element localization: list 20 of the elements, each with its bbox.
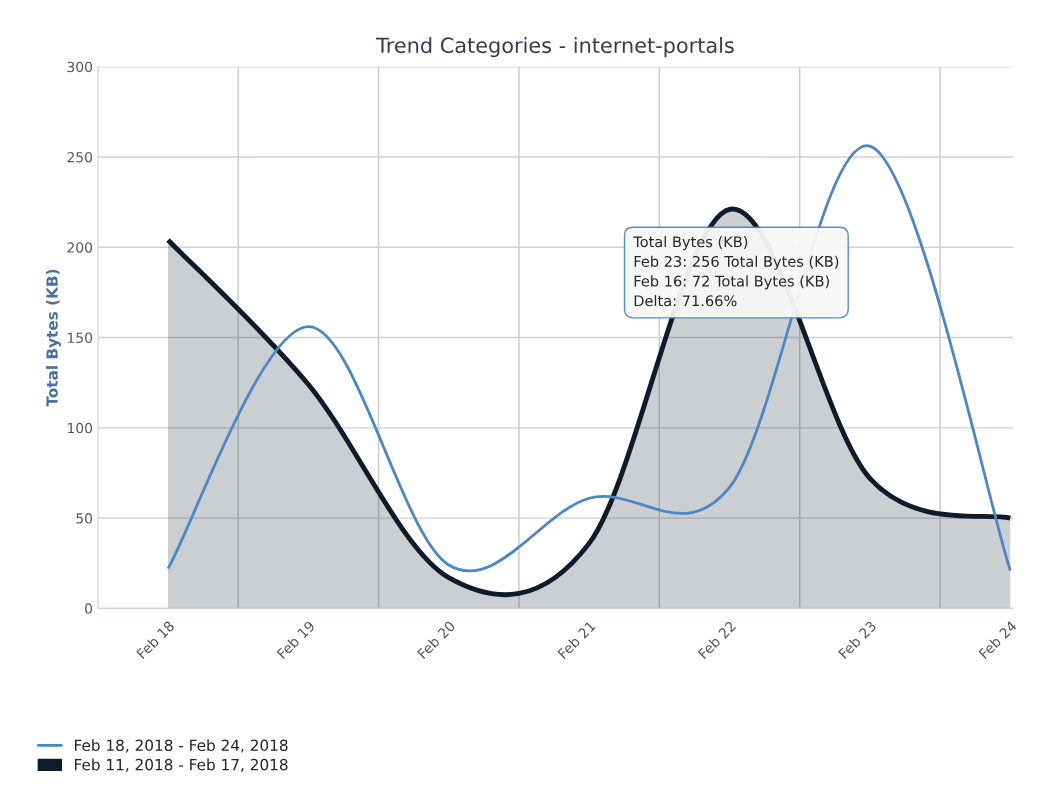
y-axis-title: Total Bytes (KB) [46, 269, 61, 407]
x-tick-label: Feb 23 [837, 620, 877, 660]
y-tick-label: 100 [67, 422, 93, 434]
y-tick-label: 250 [67, 151, 93, 163]
x-tick-label: Feb 19 [276, 620, 316, 660]
legend-label: Feb 11, 2018 - Feb 17, 2018 [75, 758, 288, 772]
x-tick-label: Feb 24 [978, 620, 1018, 660]
y-tick-label: 0 [85, 603, 93, 614]
x-tick-label: Feb 22 [697, 620, 737, 660]
y-tick-label: 300 [67, 61, 93, 73]
y-tick-label: 200 [67, 242, 93, 253]
x-tick-label: Feb 20 [416, 620, 456, 660]
x-tick-label: Feb 21 [557, 620, 596, 660]
chart-title: Trend Categories - internet-portals [376, 37, 734, 58]
line-series [166, 144, 1012, 572]
annotation: Total Bytes (KB) Feb 23: 256 Total Bytes (KB) Feb 16: 72 Total Bytes (KB) Delta: 71.66% [633, 236, 839, 307]
y-tick-label: 150 [67, 332, 93, 344]
x-tick-label: Feb 18 [135, 620, 175, 660]
legend-label: Feb 18, 2018 - Feb 24, 2018 [75, 739, 288, 753]
y-tick-label: 50 [76, 513, 93, 524]
